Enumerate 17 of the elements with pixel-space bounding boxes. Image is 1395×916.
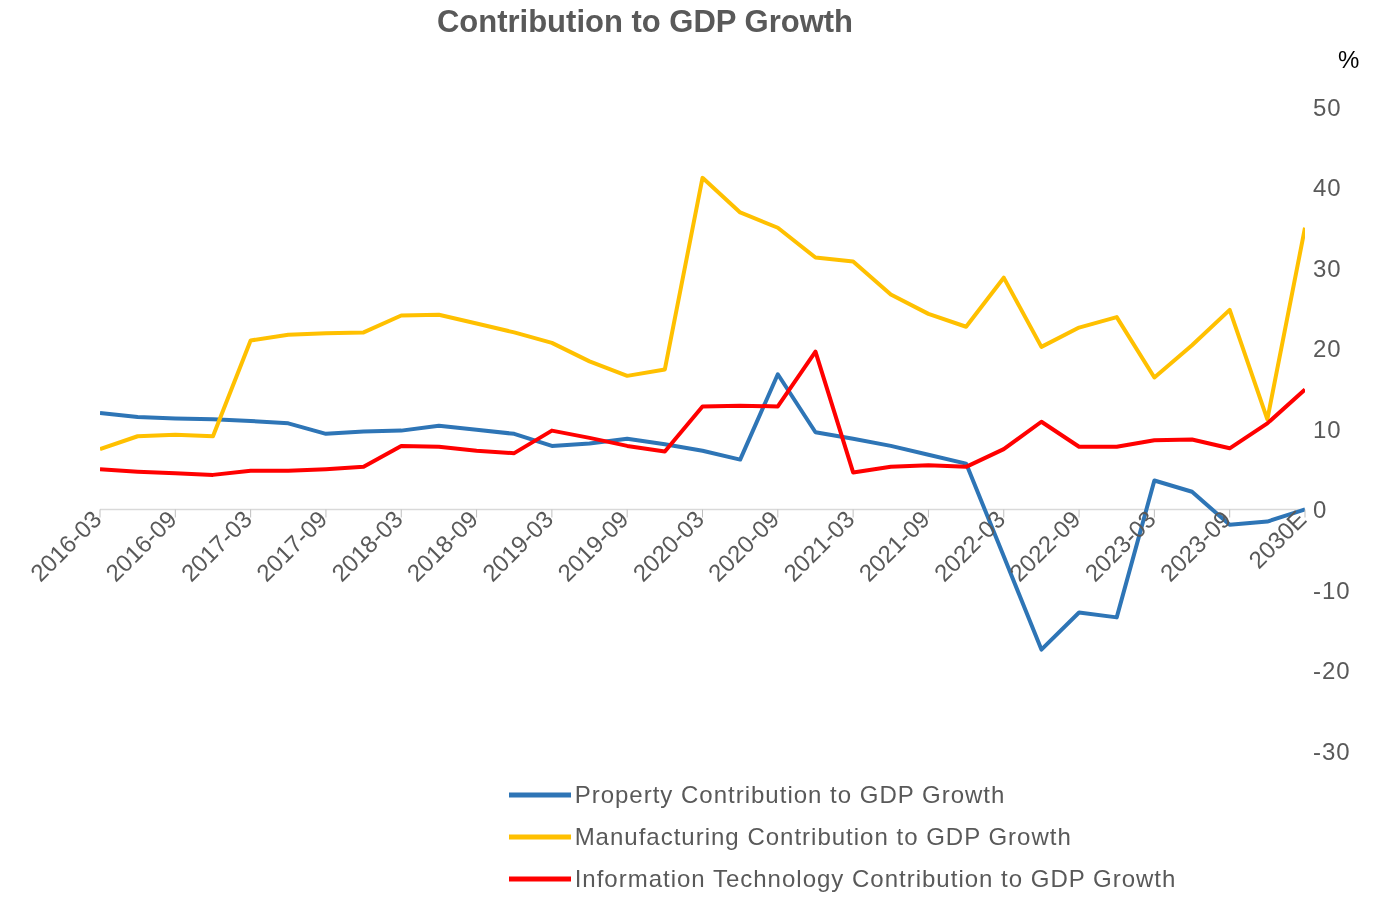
y-tick-label: 20 bbox=[1313, 335, 1342, 363]
y-tick-label: 0 bbox=[1313, 496, 1328, 524]
chart-title: Contribution to GDP Growth bbox=[435, 4, 855, 40]
y-tick-label: -10 bbox=[1313, 576, 1351, 604]
legend-label: Property Contribution to GDP Growth bbox=[574, 781, 1006, 809]
line-series bbox=[100, 349, 1305, 477]
y-tick-label: 40 bbox=[1313, 174, 1342, 202]
legend-label: Manufacturing Contribution to GDP Growth bbox=[574, 823, 1072, 851]
line-series bbox=[100, 372, 1305, 652]
y-tick-label: 30 bbox=[1313, 254, 1342, 282]
y-tick-label: -30 bbox=[1313, 737, 1351, 765]
line-series bbox=[100, 175, 1305, 452]
y-tick-label: -20 bbox=[1313, 657, 1351, 685]
y-axis-title: % bbox=[1338, 46, 1360, 74]
y-tick-label: 50 bbox=[1313, 93, 1342, 121]
legend-label: Information Technology Contribution to GDP Growth bbox=[574, 865, 1177, 893]
y-tick-label: 10 bbox=[1313, 415, 1342, 443]
